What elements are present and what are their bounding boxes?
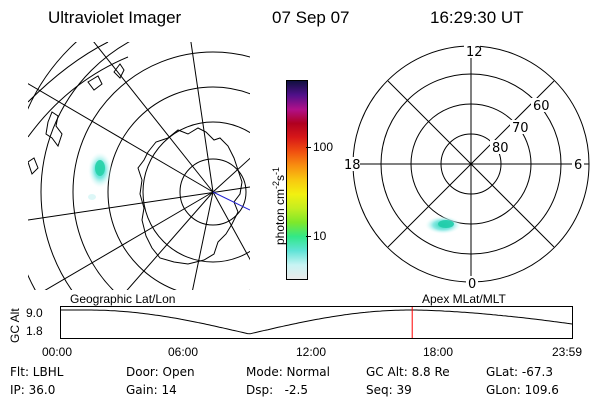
polar-plot: 12 18 6 0 60 70 80 bbox=[342, 44, 590, 292]
time-tick-1800: 18:00 bbox=[423, 345, 454, 359]
time-tick-0600: 06:00 bbox=[168, 345, 199, 359]
time-tick-2359: 23:59 bbox=[552, 345, 583, 359]
altitude-strip-frame bbox=[60, 306, 573, 339]
glon-label: GLon: 109.6 bbox=[486, 383, 559, 397]
door-label: Door: Open bbox=[126, 365, 195, 379]
mlt-18-label: 18 bbox=[344, 158, 361, 173]
filter-label: Flt: LBHL bbox=[10, 365, 64, 379]
colorbar bbox=[286, 80, 308, 280]
time-tick-0000: 00:00 bbox=[42, 345, 73, 359]
colorbar-unit-label: photon cm-2s-1 bbox=[271, 166, 287, 245]
colorbar-tick-100: 100 bbox=[313, 140, 334, 154]
altitude-strip bbox=[60, 306, 573, 339]
geo-panel-label: Geographic Lat/Lon bbox=[70, 292, 176, 306]
alt-tick-9: 9.0 bbox=[26, 306, 43, 320]
geographic-map bbox=[28, 42, 250, 290]
lat-circle bbox=[107, 86, 250, 290]
dsp-label: Dsp: -2.5 bbox=[246, 383, 309, 397]
mlt-6-label: 6 bbox=[574, 158, 582, 173]
altitude-curve bbox=[61, 309, 573, 335]
instrument-title: Ultraviolet Imager bbox=[48, 8, 182, 27]
date-label: 07 Sep 07 bbox=[272, 8, 350, 27]
ip-label: IP: 36.0 bbox=[10, 383, 56, 397]
mlat-70-label: 70 bbox=[512, 121, 529, 136]
seq-label: Seq: 39 bbox=[366, 383, 412, 397]
alt-tick-1-8: 1.8 bbox=[26, 324, 43, 338]
lat-circle bbox=[142, 121, 250, 263]
gain-label: Gain: 14 bbox=[126, 383, 177, 397]
mlt-12-label: 12 bbox=[466, 45, 483, 60]
mlat-80-label: 80 bbox=[492, 141, 509, 156]
gc-alt-label: GC Alt: 8.8 Re bbox=[366, 365, 450, 379]
mlt-0-label: 0 bbox=[468, 277, 476, 292]
colorbar-tick-10: 10 bbox=[313, 229, 327, 243]
glat-label: GLat: -67.3 bbox=[486, 365, 553, 379]
mode-label: Mode: Normal bbox=[246, 365, 330, 379]
lat-circle bbox=[72, 51, 250, 290]
gc-alt-axis-label: GC Alt bbox=[8, 308, 22, 343]
lat-circle bbox=[179, 158, 247, 226]
polar-panel-label: Apex MLat/MLT bbox=[422, 292, 506, 306]
time-label: 16:29:30 UT bbox=[430, 8, 524, 27]
mlat-60-label: 60 bbox=[533, 99, 550, 114]
time-tick-1200: 12:00 bbox=[296, 345, 327, 359]
lat-circle bbox=[40, 42, 130, 290]
